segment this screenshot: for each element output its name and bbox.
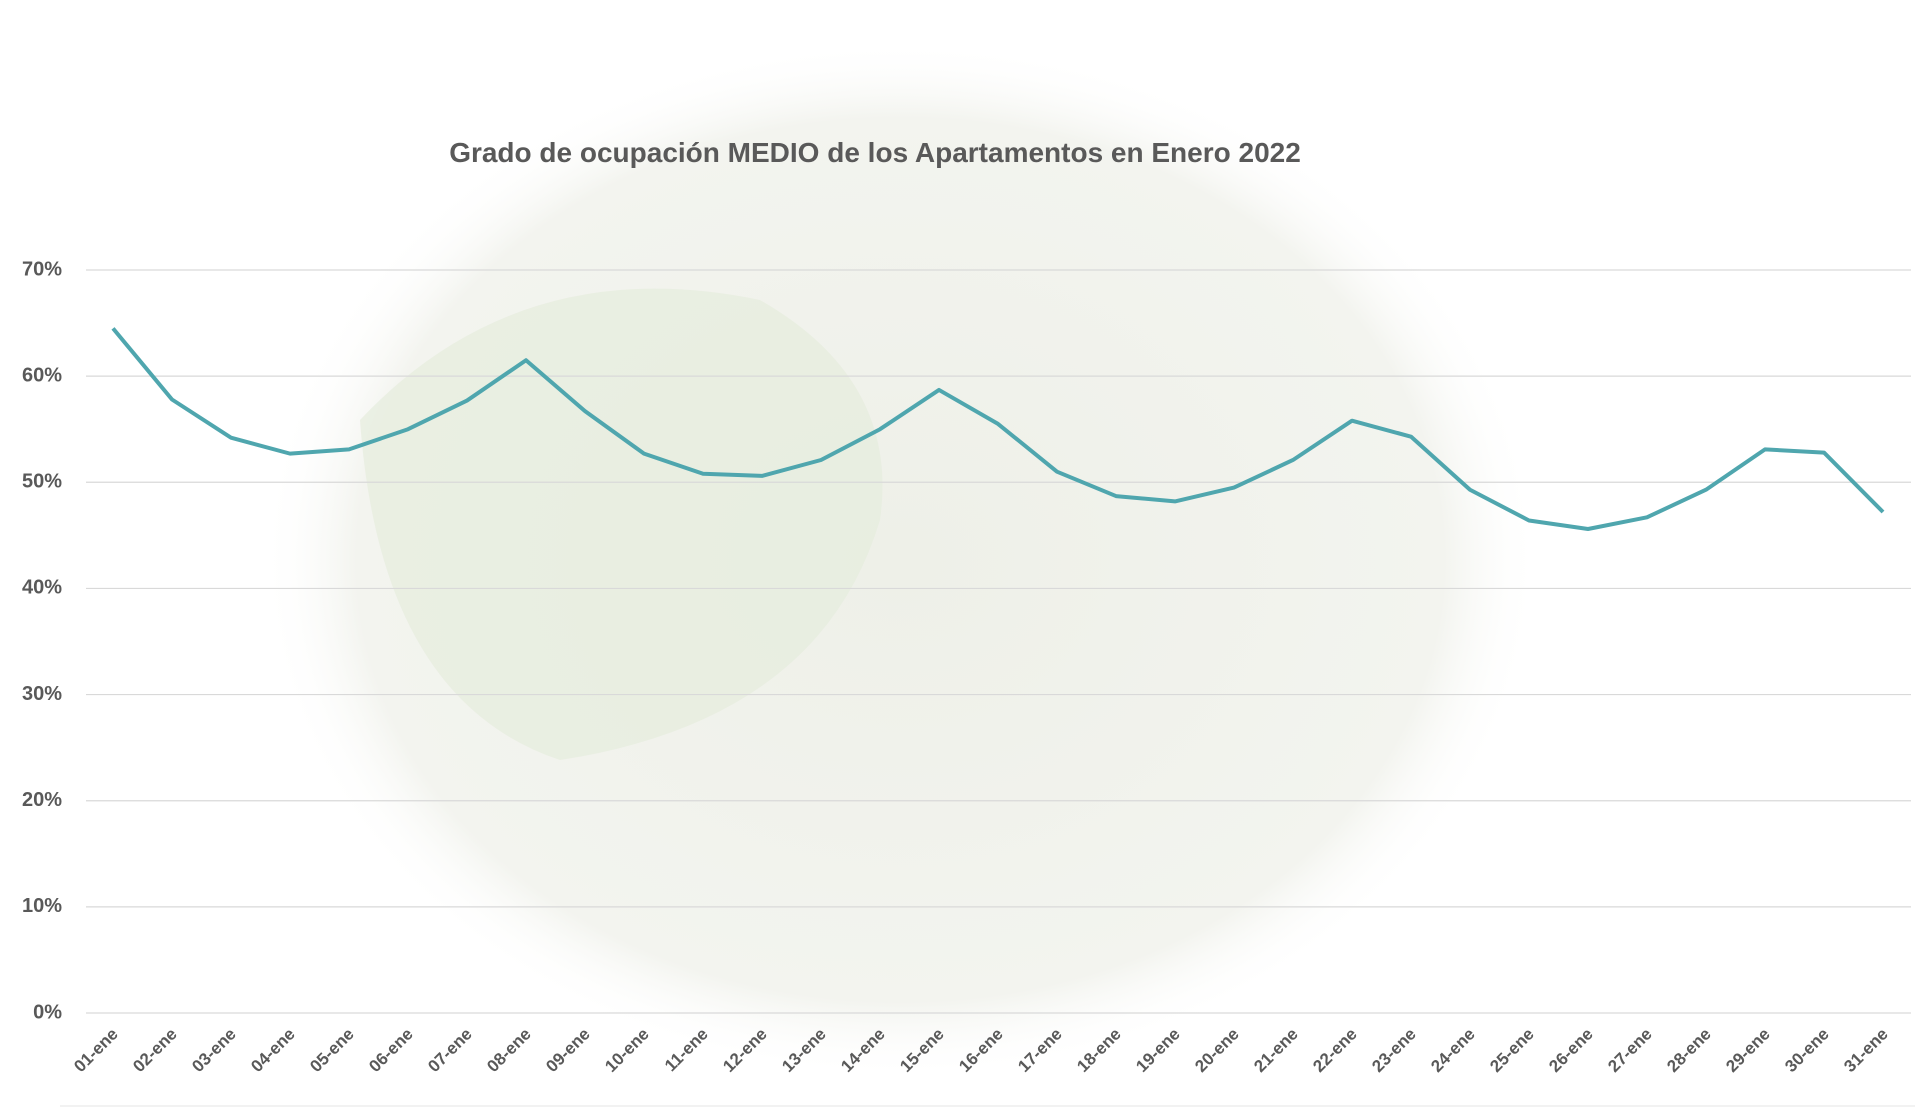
x-tick-label: 20-ene — [1191, 1024, 1243, 1076]
x-tick-label: 10-ene — [601, 1024, 653, 1076]
x-tick-label: 30-ene — [1781, 1024, 1833, 1076]
x-tick-label: 29-ene — [1722, 1024, 1774, 1076]
x-tick-label: 21-ene — [1250, 1024, 1302, 1076]
y-tick-label: 30% — [22, 683, 62, 705]
x-tick-label: 06-ene — [365, 1024, 417, 1076]
x-tick-label: 31-ene — [1840, 1024, 1892, 1076]
x-tick-label: 04-ene — [247, 1024, 299, 1076]
y-tick-label: 40% — [22, 577, 62, 599]
chart: Grado de ocupación MEDIO de los Apartame… — [0, 0, 1921, 1110]
x-tick-label: 25-ene — [1486, 1024, 1538, 1076]
x-tick-label: 27-ene — [1604, 1024, 1656, 1076]
x-tick-label: 09-ene — [542, 1024, 594, 1076]
x-tick-label: 03-ene — [188, 1024, 240, 1076]
x-tick-label: 26-ene — [1545, 1024, 1597, 1076]
y-tick-label: 10% — [22, 895, 62, 917]
y-tick-label: 50% — [22, 471, 62, 493]
x-tick-label: 05-ene — [306, 1024, 358, 1076]
x-tick-label: 02-ene — [129, 1024, 181, 1076]
y-tick-label: 60% — [22, 364, 62, 386]
y-tick-label: 20% — [22, 789, 62, 811]
x-tick-label: 22-ene — [1309, 1024, 1361, 1076]
map-background — [260, 40, 1540, 1080]
y-tick-label: 0% — [33, 1001, 62, 1023]
x-tick-label: 01-ene — [70, 1024, 122, 1076]
chart-title: Grado de ocupación MEDIO de los Apartame… — [449, 137, 1301, 168]
x-tick-label: 08-ene — [483, 1024, 535, 1076]
x-tick-label: 28-ene — [1663, 1024, 1715, 1076]
y-tick-label: 70% — [22, 258, 62, 280]
x-tick-label: 23-ene — [1368, 1024, 1420, 1076]
x-tick-label: 24-ene — [1427, 1024, 1479, 1076]
x-tick-label: 07-ene — [424, 1024, 476, 1076]
